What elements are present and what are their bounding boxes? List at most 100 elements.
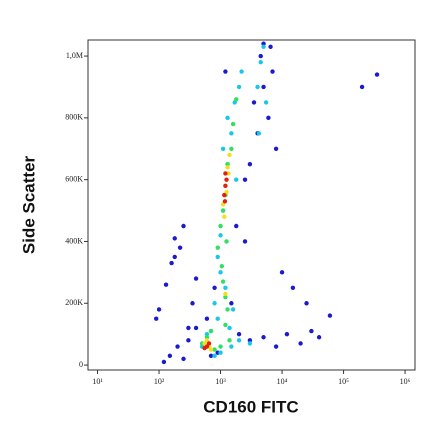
point: [181, 356, 186, 362]
y-tick-label: 800K: [65, 113, 83, 122]
point: [190, 301, 195, 306]
point: [273, 344, 279, 349]
point: [298, 341, 303, 346]
y-tick-label: 0: [79, 360, 83, 369]
x-tick-label: 10³: [215, 377, 226, 386]
point: [219, 263, 225, 269]
point: [290, 285, 296, 291]
point: [236, 338, 242, 343]
point: [220, 279, 226, 284]
point: [268, 44, 273, 49]
point: [181, 223, 186, 229]
point: [223, 285, 228, 291]
point: [220, 146, 226, 151]
point: [206, 341, 212, 346]
point: [279, 270, 285, 275]
point: [247, 162, 253, 167]
point: [204, 331, 210, 337]
x-axis-title: CD160 FITC: [203, 397, 298, 416]
point: [239, 69, 244, 74]
y-axis-title: Side Scatter: [19, 155, 38, 254]
point: [193, 276, 199, 281]
point: [258, 53, 263, 59]
point: [215, 254, 220, 260]
point: [266, 115, 271, 121]
plot-frame: [87, 39, 416, 371]
point: [177, 245, 183, 250]
point: [204, 316, 210, 321]
point: [261, 335, 266, 340]
point: [261, 44, 266, 49]
point: [167, 353, 173, 358]
x-tick-label: 10⁶: [400, 377, 411, 386]
point: [229, 131, 234, 136]
point: [247, 341, 253, 346]
point: [261, 41, 266, 46]
point: [256, 131, 262, 136]
point: [230, 121, 236, 127]
point: [215, 245, 220, 250]
point: [193, 325, 199, 331]
point: [222, 199, 228, 204]
point: [247, 338, 253, 343]
point: [222, 192, 227, 198]
point: [273, 146, 279, 151]
x-tick-label: 10⁵: [338, 377, 349, 386]
point: [156, 307, 162, 312]
point: [208, 347, 214, 352]
point: [304, 301, 309, 306]
point: [220, 208, 226, 213]
point: [223, 322, 228, 328]
point: [212, 353, 217, 358]
point: [225, 115, 230, 121]
point: [223, 171, 228, 176]
point: [261, 84, 266, 90]
point: [234, 223, 239, 229]
point: [225, 162, 230, 167]
point: [161, 359, 167, 365]
point: [226, 171, 231, 176]
point: [270, 69, 275, 74]
point: [222, 214, 227, 219]
point: [229, 301, 234, 306]
x-tick-label: 10⁴: [277, 377, 288, 386]
point: [223, 291, 228, 297]
point: [163, 282, 169, 287]
point: [234, 97, 239, 102]
x-tick-label: 10²: [154, 377, 165, 386]
point: [263, 100, 269, 105]
point: [224, 239, 229, 244]
point: [359, 84, 365, 90]
point: [223, 294, 228, 300]
point: [212, 301, 217, 306]
point: [223, 69, 228, 74]
point: [175, 344, 180, 349]
point: [316, 335, 322, 340]
point: [202, 341, 207, 346]
point: [242, 239, 248, 244]
point: [212, 285, 217, 291]
point: [255, 84, 260, 90]
point: [208, 353, 214, 358]
point: [218, 344, 223, 349]
x-tick-label: 10¹: [92, 377, 103, 386]
point: [224, 189, 229, 195]
point: [224, 177, 229, 182]
point: [229, 344, 234, 349]
point: [309, 328, 314, 334]
point: [236, 84, 242, 90]
point: [154, 316, 159, 321]
point: [208, 328, 214, 334]
point: [215, 316, 220, 321]
point: [258, 60, 263, 65]
point: [172, 236, 177, 241]
point: [230, 307, 236, 312]
point: [225, 165, 230, 170]
y-tick-label: 200K: [65, 298, 83, 307]
point: [212, 347, 217, 352]
y-tick-label: 400K: [65, 236, 83, 245]
point: [204, 338, 210, 343]
point: [229, 146, 234, 151]
point: [218, 233, 223, 238]
